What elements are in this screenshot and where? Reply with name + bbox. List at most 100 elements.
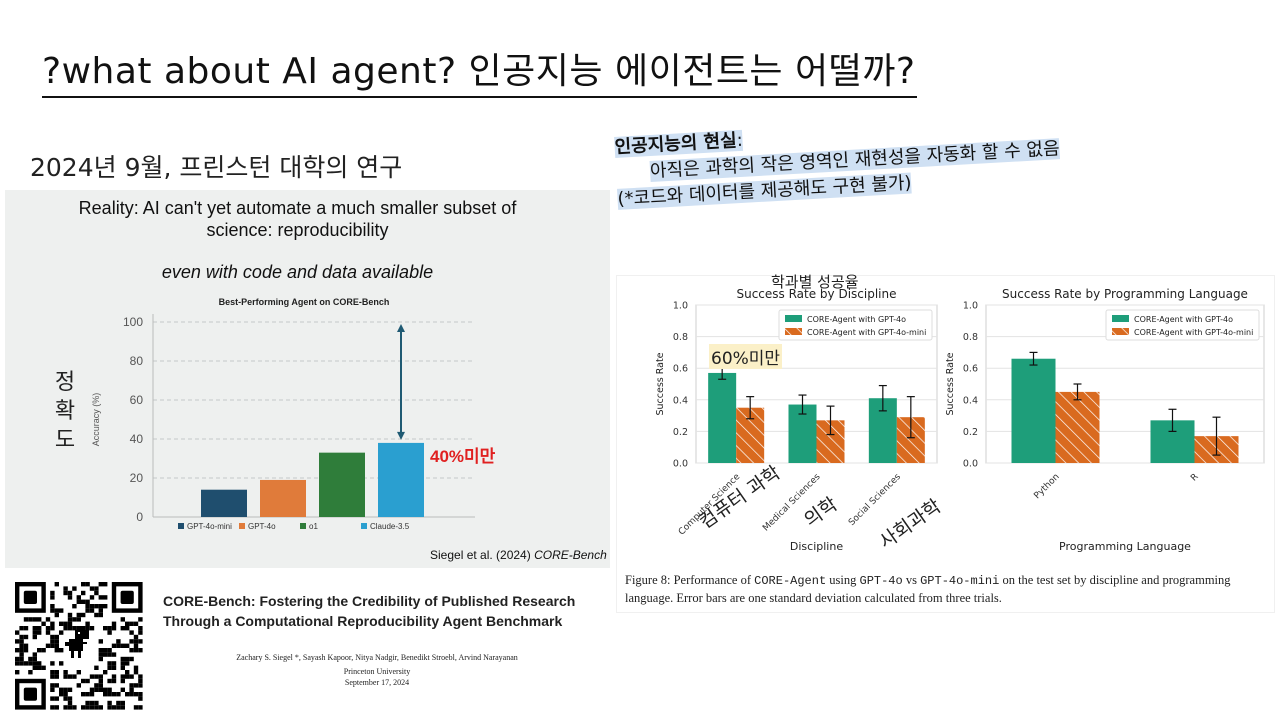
dino-icon — [65, 630, 89, 658]
qr-module — [129, 621, 134, 626]
qr-module — [120, 643, 125, 648]
qr-module — [63, 586, 68, 591]
qr-module — [103, 604, 108, 609]
qr-module — [15, 630, 20, 635]
note-head: 인공지능의 현실 — [614, 130, 738, 158]
qr-module — [50, 604, 55, 609]
qr-module — [85, 700, 90, 706]
qr-module — [85, 692, 90, 697]
qr-module — [54, 670, 59, 675]
qr-module — [19, 648, 24, 653]
chart3-title: Success Rate by Programming Language — [1002, 287, 1248, 301]
chart1-y-tick-label: 0 — [136, 510, 143, 524]
qr-module — [37, 626, 42, 631]
qr-module — [63, 692, 68, 697]
caption-part: vs — [902, 573, 921, 587]
qr-module — [37, 648, 42, 653]
qr-module — [50, 634, 55, 640]
qr-module — [50, 687, 55, 692]
qr-module — [133, 648, 139, 653]
qr-module — [89, 586, 95, 591]
chart1-legend-label: Claude-3.5 — [370, 522, 410, 531]
paper-title-line1: CORE-Bench: Fostering the Credibility of… — [163, 593, 576, 609]
qr-module — [98, 683, 103, 688]
chart1-arrow-head-down — [397, 431, 405, 440]
qr-module — [133, 621, 139, 626]
qr-module — [111, 626, 117, 631]
chart2-y-tick-label: 0.4 — [673, 395, 688, 406]
qr-module — [23, 634, 29, 640]
qr-module — [129, 656, 134, 662]
accuracy-korean-label: 정 확 도 — [50, 368, 80, 455]
chart1-legend-label: GPT-4o — [248, 522, 276, 531]
qr-module — [111, 678, 117, 684]
qr-module — [98, 648, 103, 653]
qr-module — [32, 634, 37, 640]
qr-module — [63, 705, 68, 710]
qr-module — [50, 696, 55, 701]
qr-module — [19, 643, 24, 648]
paper-authors: Zachary S. Siegel *, Sayash Kapoor, Nity… — [236, 653, 518, 662]
qr-finder-inner — [23, 590, 37, 604]
chart2-bar — [708, 372, 737, 463]
qr-module — [32, 652, 37, 657]
qr-module — [98, 604, 103, 609]
chart2-legend-swatch — [785, 315, 802, 322]
chart1-legend-swatch — [361, 523, 367, 529]
chart3-legend-label: CORE-Agent with GPT-4o — [1134, 315, 1233, 324]
qr-module — [94, 687, 99, 692]
qr-module — [72, 586, 77, 591]
chart1-y-tick-label: 40 — [130, 432, 144, 446]
qr-module — [45, 626, 51, 631]
qr-module — [32, 630, 37, 635]
qr-code[interactable] — [5, 572, 153, 720]
qr-module — [103, 692, 108, 697]
qr-module — [107, 678, 112, 684]
qr-module — [89, 705, 95, 710]
chart1-legend-label: GPT-4o-mini — [187, 522, 232, 531]
chart3-legend-box — [1105, 309, 1260, 341]
chart2-legend-box — [778, 309, 933, 341]
qr-module — [94, 683, 99, 688]
qr-module — [19, 652, 24, 657]
qr-module — [76, 670, 81, 675]
chart2-y-tick-label: 1.0 — [673, 301, 688, 312]
qr-module — [15, 639, 20, 644]
chart2-y-tick-label: 0.6 — [673, 364, 688, 375]
chart2-legend-label: CORE-Agent with GPT-4o-mini — [807, 328, 926, 337]
left-panel: Reality: AI can't yet automate a much sm… — [5, 190, 610, 568]
qr-module — [138, 683, 143, 688]
accuracy-kr-char: 도 — [54, 428, 76, 453]
qr-module — [111, 692, 117, 697]
qr-module — [50, 683, 55, 688]
qr-module — [63, 674, 68, 679]
qr-module — [111, 643, 117, 648]
qr-module — [81, 582, 86, 587]
chart2-y-tick-label: 0.2 — [673, 427, 688, 438]
chart1-legend-swatch — [178, 523, 184, 529]
qr-module — [133, 665, 139, 670]
qr-module — [89, 626, 95, 631]
figure-caption: Figure 8: Performance of CORE-Agent usin… — [625, 572, 1270, 607]
qr-module — [54, 634, 59, 640]
qr-module — [89, 674, 95, 679]
accuracy-kr-char: 정 — [54, 370, 76, 395]
qr-module — [116, 700, 121, 706]
qr-module — [89, 700, 95, 706]
qr-module — [85, 599, 90, 604]
qr-module — [63, 687, 68, 692]
qr-module — [63, 621, 68, 626]
qr-module — [138, 617, 143, 622]
discipline-bar-chart: Success Rate by Discipline 0.0 0.2 0.4 0.6 0.… — [655, 287, 938, 553]
caption-code: CORE-Agent — [754, 574, 827, 588]
qr-module — [107, 630, 112, 635]
qr-module — [89, 608, 95, 613]
dino-leg — [78, 651, 81, 658]
under-40-annotation: 40%미만 — [430, 447, 496, 466]
chart2-y-tick-label: 0.8 — [673, 332, 688, 343]
qr-module — [138, 692, 143, 697]
qr-module — [107, 705, 112, 710]
qr-module — [37, 630, 42, 635]
qr-module — [15, 670, 20, 675]
slide-title: ?what about AI agent? 인공지능 에이전트는 어떨까? — [42, 42, 918, 98]
